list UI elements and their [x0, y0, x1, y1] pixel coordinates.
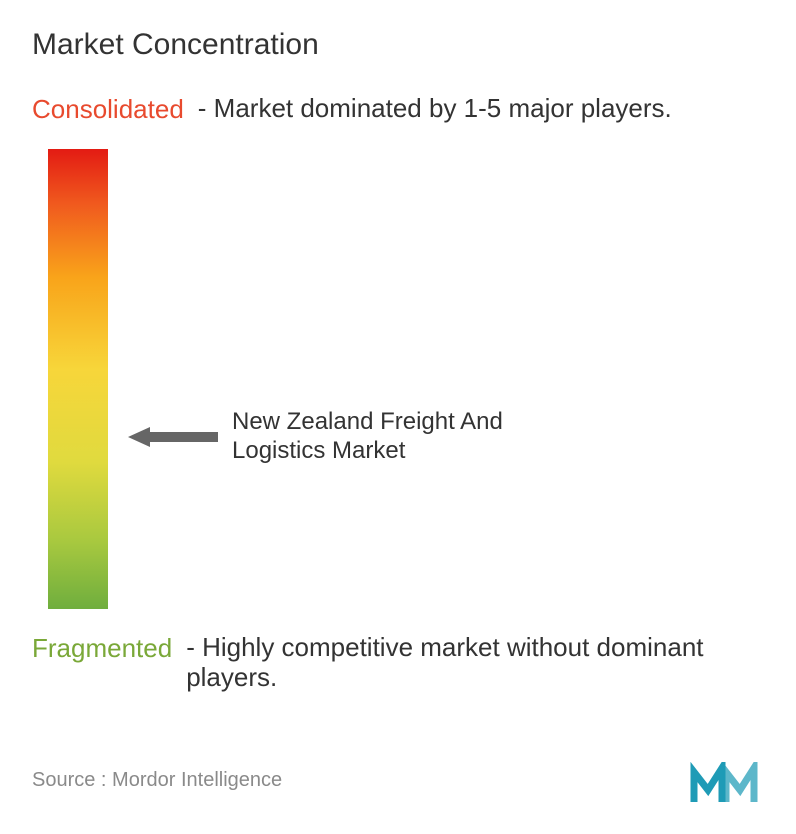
- source-prefix: Source :: [32, 769, 112, 791]
- fragmented-row: Fragmented - Highly competitive market w…: [32, 633, 764, 693]
- gradient-bar: [48, 149, 108, 609]
- page-title: Market Concentration: [32, 28, 764, 62]
- arrow-left-icon: [128, 425, 218, 449]
- consolidated-row: Consolidated - Market dominated by 1-5 m…: [32, 94, 764, 125]
- consolidated-desc: - Market dominated by 1-5 major players.: [198, 94, 672, 124]
- mordor-logo-icon: [690, 762, 760, 806]
- source-attribution: Source : Mordor Intelligence: [32, 769, 282, 792]
- source-name: Mordor Intelligence: [112, 769, 282, 791]
- consolidated-term: Consolidated: [32, 94, 184, 125]
- fragmented-desc: - Highly competitive market without domi…: [186, 633, 764, 693]
- pointer-label: New Zealand Freight And Logistics Market: [232, 408, 552, 466]
- fragmented-term: Fragmented: [32, 633, 172, 664]
- market-pointer: New Zealand Freight And Logistics Market: [128, 408, 552, 466]
- concentration-scale: New Zealand Freight And Logistics Market: [32, 149, 764, 609]
